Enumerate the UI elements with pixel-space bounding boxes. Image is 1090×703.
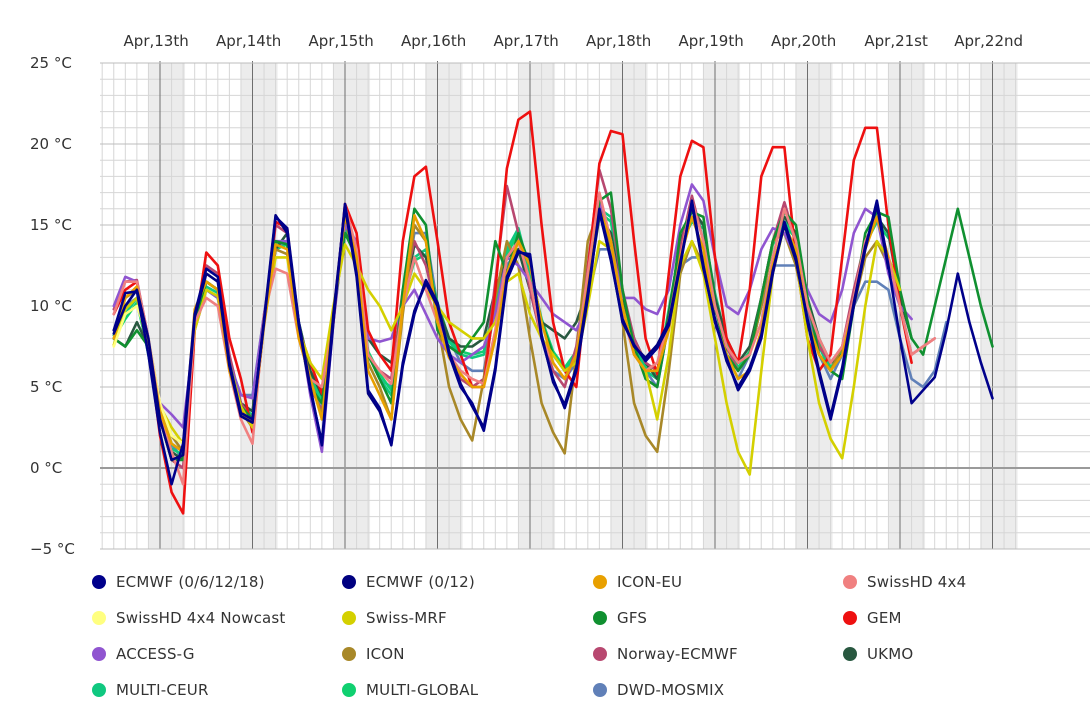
series-line	[112, 110, 913, 515]
legend-marker	[92, 575, 106, 589]
legend-item[interactable]: MULTI-CEUR	[92, 680, 209, 700]
y-tick-label: 20 °C	[30, 135, 72, 153]
legend-marker	[342, 647, 356, 661]
legend-marker	[843, 575, 857, 589]
legend-label: Norway-ECMWF	[617, 645, 738, 663]
y-axis-ticks: 25 °C 20 °C 15 °C 10 °C 5 °C 0 °C −5 °C	[30, 54, 75, 558]
x-tick-label: Apr,15th	[309, 32, 374, 50]
legend-marker	[92, 611, 106, 625]
legend-item[interactable]: Norway-ECMWF	[593, 644, 738, 664]
legend-marker	[593, 683, 607, 697]
legend-marker	[92, 647, 106, 661]
legend-item[interactable]: UKMO	[843, 644, 913, 664]
series-line	[112, 199, 994, 486]
x-axis-ticks: Apr,13th Apr,14th Apr,15th Apr,16th Apr,17th…	[124, 32, 1024, 50]
legend-marker	[342, 683, 356, 697]
y-tick-label: 25 °C	[30, 54, 72, 72]
y-tick-label: 5 °C	[30, 378, 62, 396]
y-tick-label: 15 °C	[30, 216, 72, 234]
x-tick-label: Apr,22nd	[954, 32, 1023, 50]
legend-label: GEM	[867, 609, 902, 627]
legend-label: GFS	[617, 609, 648, 627]
series-lines	[112, 110, 994, 515]
legend-label: SwissHD 4x4 Nowcast	[116, 609, 286, 627]
legend-marker	[92, 683, 106, 697]
legend-label: ICON-EU	[617, 573, 683, 591]
legend-label: ECMWF (0/12)	[366, 573, 475, 591]
series-line	[112, 191, 937, 486]
legend-marker	[593, 611, 607, 625]
legend-item[interactable]: ACCESS-G	[92, 644, 195, 664]
y-tick-label: 0 °C	[30, 459, 62, 477]
legend-label: MULTI-GLOBAL	[366, 681, 479, 699]
temperature-chart: 25 °C 20 °C 15 °C 10 °C 5 °C 0 °C −5 °C Apr,13…	[30, 32, 1090, 558]
legend-item[interactable]: ICON	[342, 644, 405, 664]
x-tick-label: Apr,20th	[771, 32, 836, 50]
legend-label: UKMO	[867, 645, 914, 663]
legend-item[interactable]: GEM	[843, 608, 902, 628]
legend-item[interactable]: SwissHD 4x4	[843, 572, 966, 592]
x-tick-label: Apr,21st	[864, 32, 928, 50]
x-tick-label: Apr,17th	[494, 32, 559, 50]
y-tick-label: −5 °C	[30, 540, 75, 558]
legend-marker	[342, 575, 356, 589]
legend-label: ACCESS-G	[116, 645, 195, 663]
x-tick-label: Apr,16th	[401, 32, 466, 50]
legend-item[interactable]: SwissHD 4x4 Nowcast	[92, 608, 286, 628]
legend-item[interactable]: ECMWF (0/6/12/18)	[92, 572, 265, 592]
legend-marker	[843, 647, 857, 661]
legend-marker	[843, 611, 857, 625]
legend-label: DWD-MOSMIX	[617, 681, 725, 699]
x-tick-label: Apr,18th	[586, 32, 651, 50]
legend-item[interactable]: ICON-EU	[593, 572, 682, 592]
legend-item[interactable]: MULTI-GLOBAL	[342, 680, 478, 700]
x-tick-label: Apr,13th	[124, 32, 189, 50]
legend-marker	[593, 575, 607, 589]
legend-item[interactable]: ECMWF (0/12)	[342, 572, 475, 592]
y-tick-label: 10 °C	[30, 297, 72, 315]
legend-marker	[593, 647, 607, 661]
legend-marker	[342, 611, 356, 625]
legend: ECMWF (0/6/12/18) ECMWF (0/12) ICON-EU Swis…	[0, 566, 1090, 703]
x-tick-label: Apr,14th	[216, 32, 281, 50]
legend-label: ECMWF (0/6/12/18)	[116, 573, 265, 591]
legend-label: ICON	[366, 645, 405, 663]
legend-item[interactable]: Swiss-MRF	[342, 608, 447, 628]
legend-label: Swiss-MRF	[366, 609, 447, 627]
legend-label: SwissHD 4x4	[867, 573, 967, 591]
legend-item[interactable]: GFS	[593, 608, 647, 628]
legend-label: MULTI-CEUR	[116, 681, 209, 699]
legend-item[interactable]: DWD-MOSMIX	[593, 680, 724, 700]
x-tick-label: Apr,19th	[679, 32, 744, 50]
